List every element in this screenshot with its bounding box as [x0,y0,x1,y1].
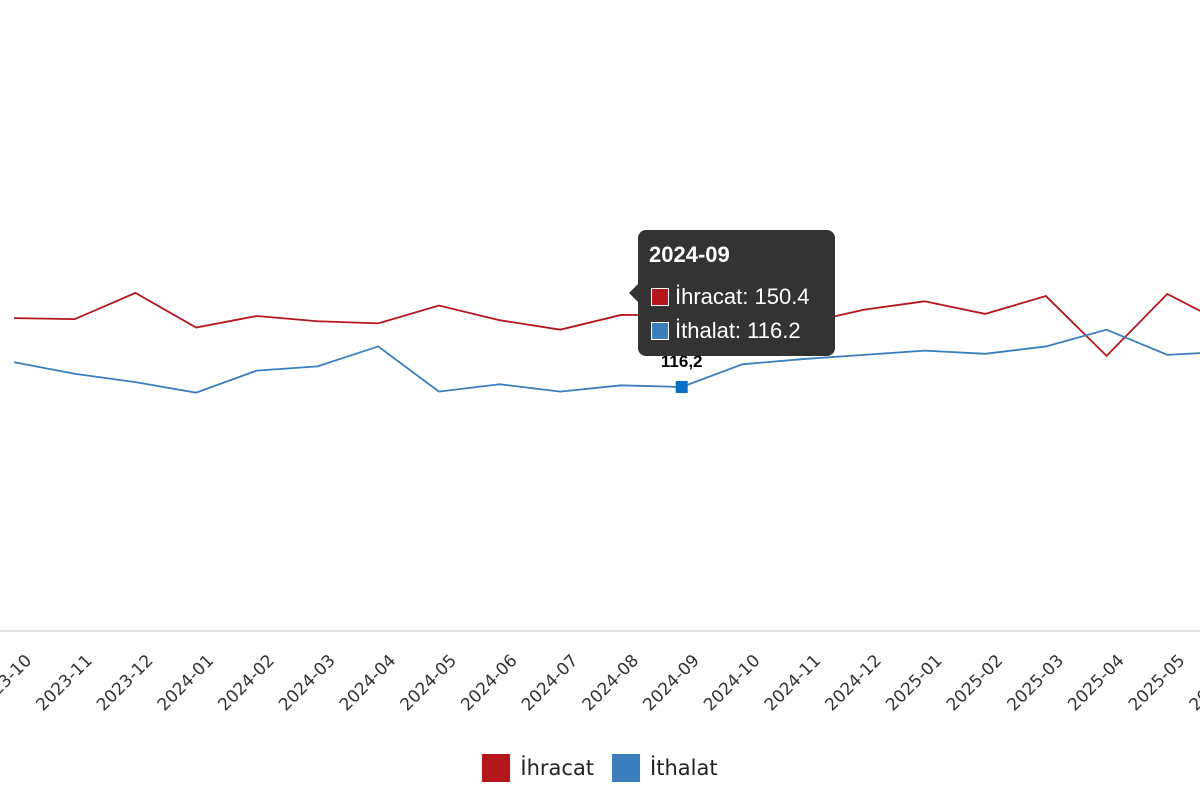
x-tick-label: 2024-10 [700,651,764,715]
x-tick-label: 2024-12 [821,651,885,715]
tooltip-swatch-ithalat [651,322,669,340]
x-tick-label: 2024-02 [214,651,278,715]
x-tick-label: 2024-03 [275,651,339,715]
tooltip-row-label: İthalat: 116.2 [675,318,801,343]
x-tick-label: 2024-07 [518,651,582,715]
x-tick-label: 2024-06 [457,651,521,715]
x-tick-label: 2023-10 [0,651,36,715]
tooltip-title: 2024-09 [649,242,730,267]
x-tick-label: 2024-01 [154,651,218,715]
x-tick-label: 2025-01 [882,651,946,715]
legend-label: İhracat [520,756,595,780]
tooltip-swatch-ihracat [651,288,669,306]
tooltip-row-label: İhracat: 150.4 [675,284,810,309]
series-line-0 [13,291,1200,358]
legend-swatch-ihracat [482,754,511,782]
x-tick-label: 2025-05 [1125,651,1189,715]
x-tick-label: 2024-08 [579,651,643,715]
highlight-point-1[interactable] [675,380,688,393]
x-tick-label: 2025-02 [943,651,1007,715]
data-label-1: 116,2 [661,352,703,371]
legend-swatch-ithalat [612,754,641,782]
tooltip-row-ithalat: İthalat: 116.2 [651,318,801,344]
x-tick-label: 2024-05 [397,651,461,715]
legend: İhracat İthalat [0,754,1200,782]
legend-item-ithalat[interactable]: İthalat [612,754,718,782]
x-tick-label: 2024-09 [639,651,703,715]
tooltip-arrow [629,284,638,302]
legend-label: İthalat [650,756,718,780]
x-tick-label: 2024-11 [761,651,825,715]
x-tick-label: 2025-04 [1064,651,1128,715]
tooltip: 2024-09 İhracat: 150.4 İthalat: 116.2 [629,230,835,356]
x-tick-label: 2023-11 [32,651,96,715]
x-tick-label: 2023-12 [93,651,157,715]
x-axis-ticks: 2023-102023-112023-122024-012024-022024-… [0,651,1200,715]
x-tick-label: 2025-03 [1004,651,1068,715]
series-line-1 [13,328,1200,394]
x-tick-label: 2024-04 [336,651,400,715]
x-tick-label: 2025-06 [1186,651,1200,715]
legend-item-ihracat[interactable]: İhracat [482,754,594,782]
tooltip-row-ihracat: İhracat: 150.4 [651,284,810,310]
series-layer [13,291,1200,394]
